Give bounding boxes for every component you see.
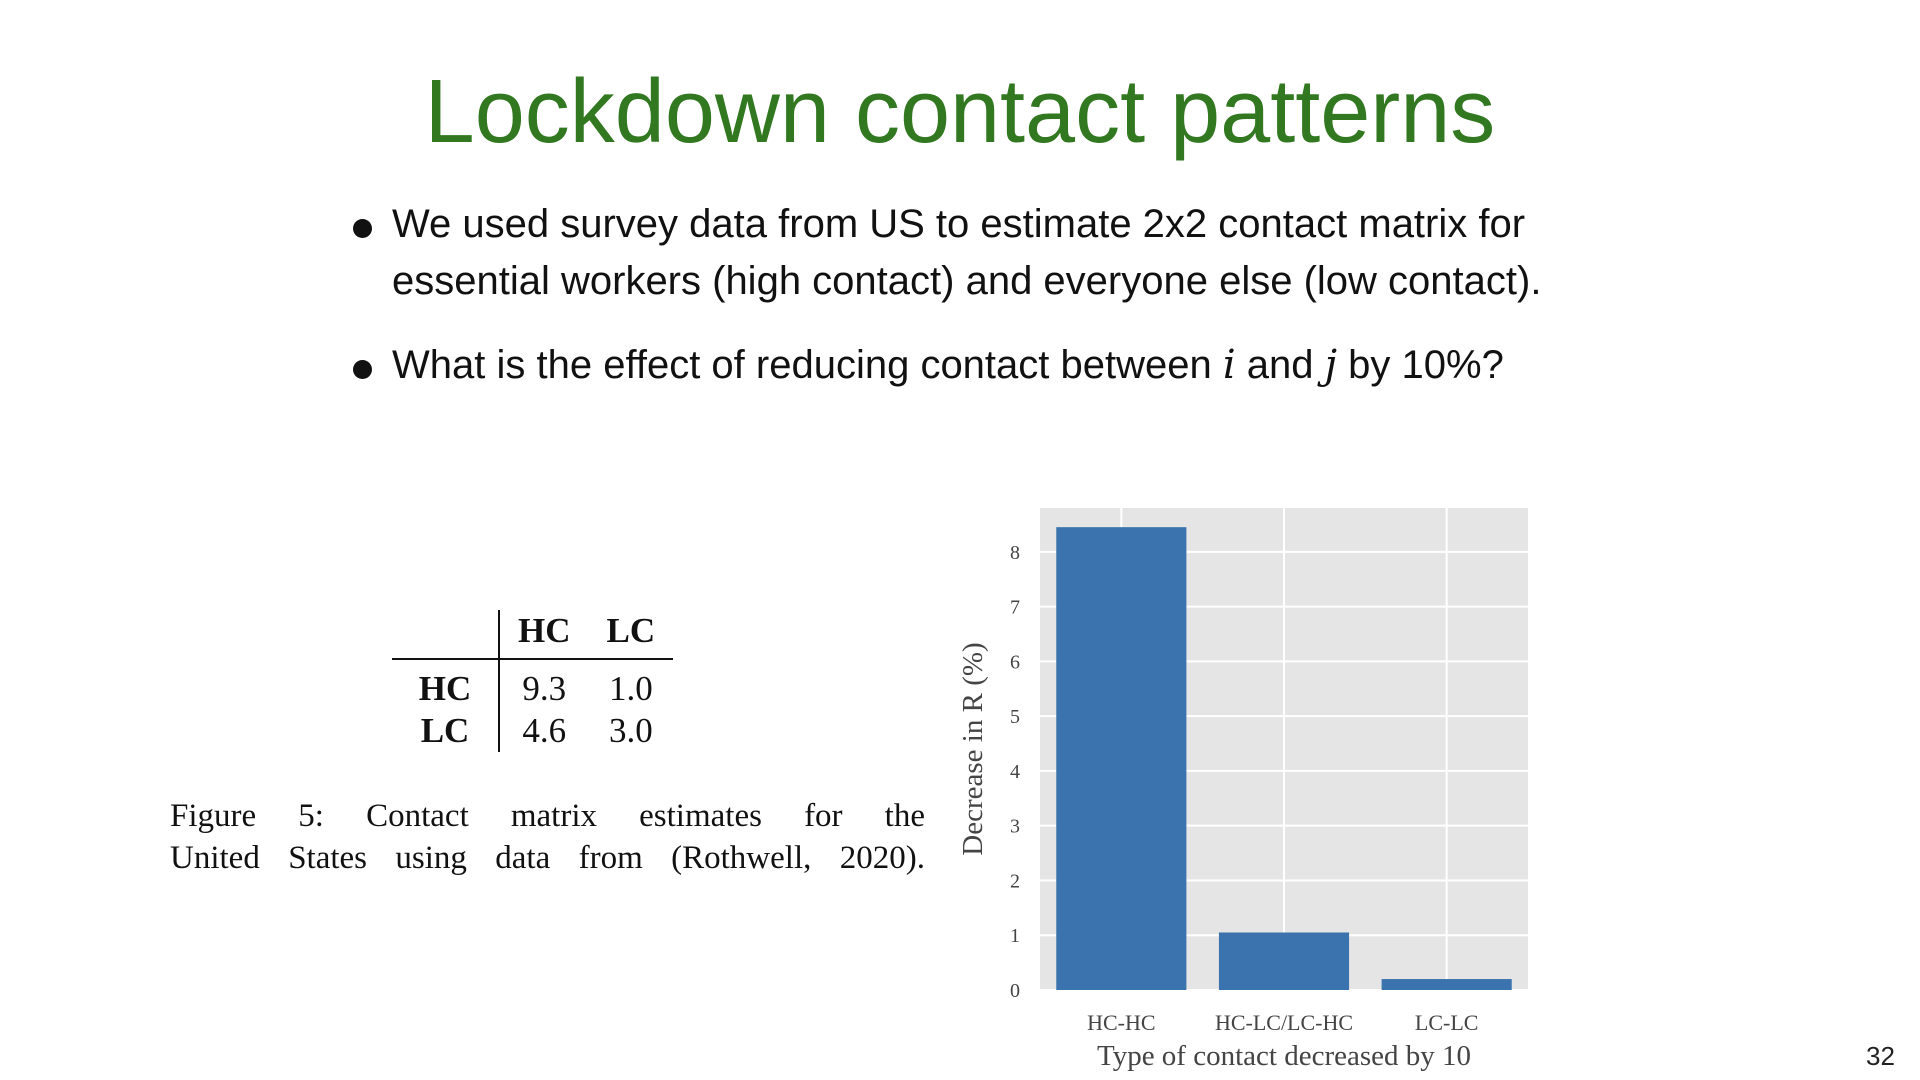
bullet-text: We used survey data from US to estimate … [392, 202, 1542, 303]
table-header-row: HC LC [392, 610, 674, 660]
variable-i: i [1222, 342, 1236, 388]
page-number: 32 [1866, 1041, 1895, 1071]
y-axis-label: Decrease in R (%) [957, 642, 989, 855]
x-tick-label: HC-HC [1087, 1010, 1155, 1035]
y-tick-label: 7 [1010, 597, 1020, 619]
x-tick-label: LC-LC [1415, 1010, 1479, 1035]
column-header: HC [499, 610, 589, 660]
bullet-text: by 10%? [1337, 343, 1504, 387]
y-tick-label: 8 [1010, 542, 1020, 564]
bar-lc-lc [1381, 979, 1512, 990]
variable-j: j [1324, 342, 1338, 388]
y-tick-label: 1 [1010, 925, 1020, 947]
caption-line: United States using data from (Rothwell,… [170, 840, 925, 876]
figure-caption: Figure 5: Contact matrix estimates for t… [170, 795, 925, 879]
bar-hc-hc [1056, 527, 1187, 990]
y-tick-label: 0 [1010, 980, 1020, 1002]
table-cell: 3.0 [608, 711, 653, 750]
column-header: LC [588, 610, 674, 660]
slide-title: Lockdown contact patterns [424, 62, 1496, 162]
y-tick-label: 6 [1010, 651, 1020, 673]
bar-chart: 0 1 2 3 4 5 6 7 8 HC-HC HC-LC/LC-HC LC-LC Type of co… [957, 508, 1528, 1072]
table-row: LC 4.6 3.0 [392, 710, 673, 752]
y-tick-label: 3 [1010, 816, 1020, 838]
table-cell: 9.3 [522, 669, 567, 708]
y-tick-label: 4 [1010, 761, 1020, 783]
table-row: HC 9.3 1.0 [392, 659, 673, 710]
bullet-text: and [1235, 343, 1325, 387]
y-tick-label: 2 [1010, 870, 1020, 892]
y-tick-label: 5 [1010, 706, 1020, 728]
row-header: HC [392, 659, 500, 710]
contact-matrix-table: HC LC HC 9.3 1.0 LC 4.6 3.0 [392, 610, 674, 752]
bullet-list: We used survey data from US to estimate … [350, 196, 1600, 421]
table-cell: 4.6 [522, 711, 567, 750]
bar-hc-lc-lc-hc [1218, 932, 1350, 990]
caption-line: Figure 5: Contact matrix estimates for t… [170, 798, 925, 834]
bullet-text: What is the effect of reducing contact b… [392, 343, 1223, 387]
table-corner-cell [392, 610, 500, 660]
table-cell: 1.0 [608, 669, 653, 708]
x-axis-label: Type of contact decreased by 10 [1097, 1040, 1471, 1072]
bullet-item: We used survey data from US to estimate … [350, 196, 1600, 310]
bullet-item: What is the effect of reducing contact b… [350, 337, 1600, 394]
row-header: LC [392, 710, 500, 752]
x-tick-label: HC-LC/LC-HC [1215, 1010, 1353, 1035]
